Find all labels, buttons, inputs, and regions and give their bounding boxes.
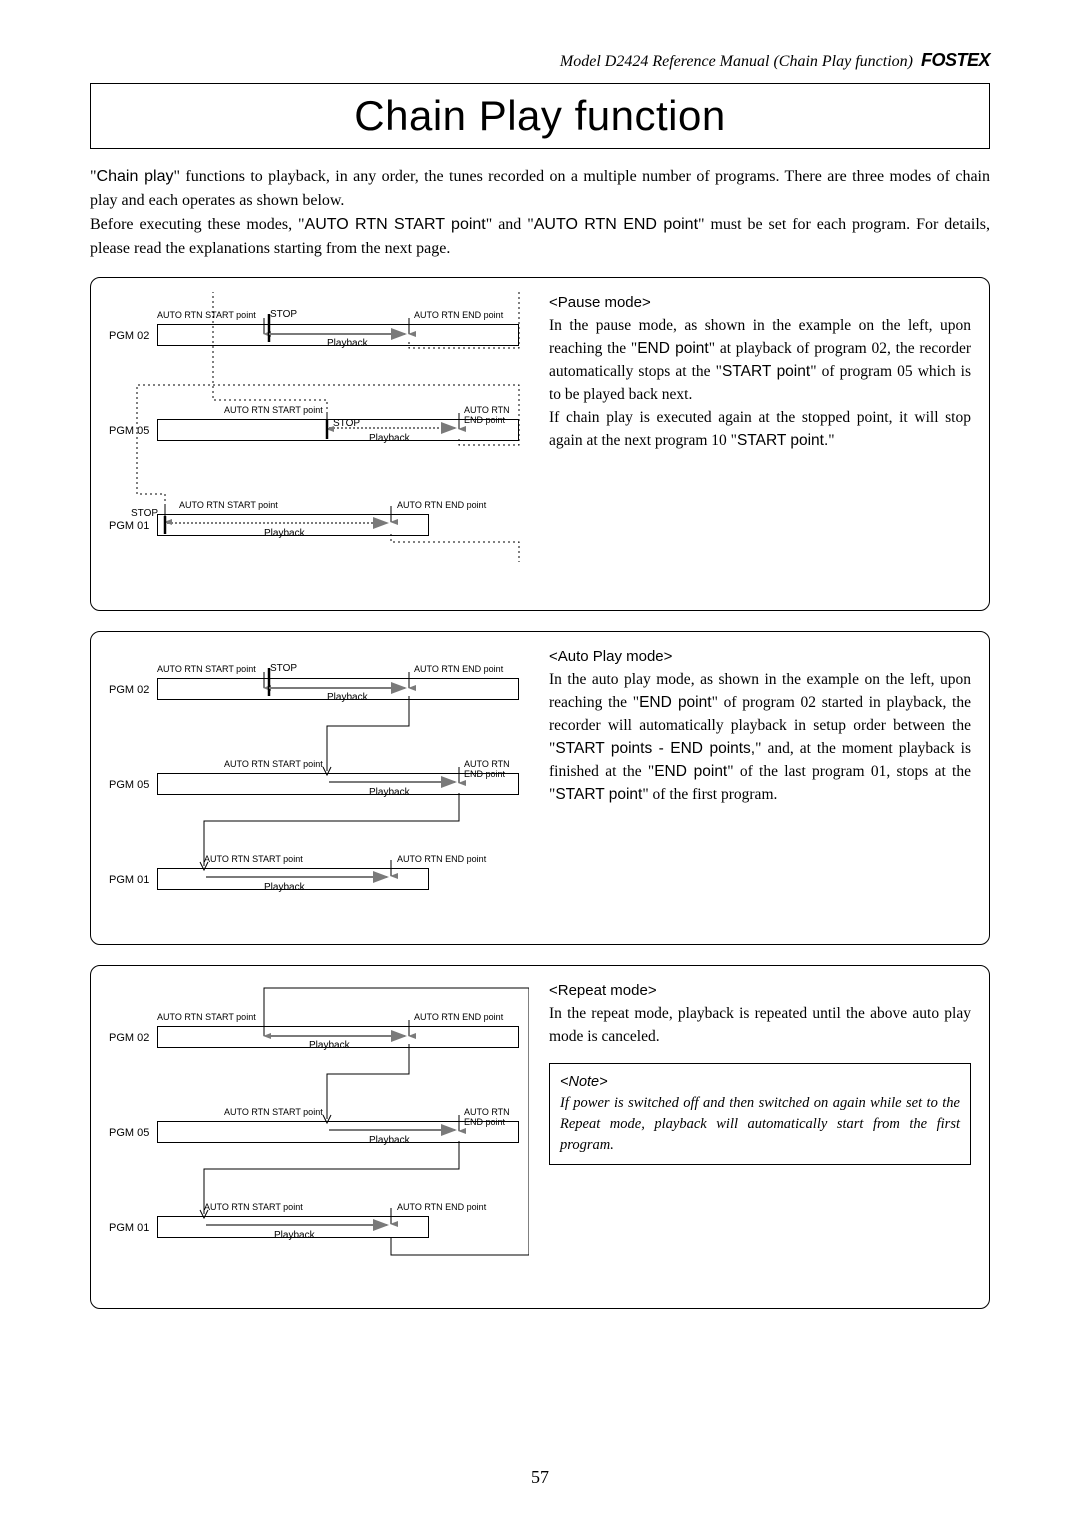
pgm02-label: PGM 02 [109, 330, 149, 342]
start-point-label: AUTO RTN START point [204, 1202, 303, 1212]
pgm02-label: PGM 02 [109, 1032, 149, 1044]
playback-label: Playback [309, 1040, 350, 1051]
pause-text-sans: START point. [737, 432, 828, 449]
start-point-label: AUTO RTN START point [157, 1012, 256, 1022]
playback-label: Playback [274, 1230, 315, 1241]
pause-description: <Pause mode> In the pause mode, as shown… [549, 292, 971, 592]
page-number: 57 [0, 1467, 1080, 1488]
auto-text-sans: START points - END points, [555, 740, 755, 757]
pause-text-sans: END point [637, 340, 709, 357]
intro-text: " functions to playback, in any order, t… [90, 168, 990, 209]
start-point-label: AUTO RTN START point [224, 759, 323, 769]
title-box: Chain Play function [90, 83, 990, 149]
autoplay-diagram: PGM 02 AUTO RTN START point STOP AUTO RT… [109, 646, 529, 926]
end-point-label: AUTO RTN END point [414, 664, 503, 674]
end-point-label: AUTO RTN END point [414, 1012, 503, 1022]
page-title: Chain Play function [91, 92, 989, 140]
playback-label: Playback [264, 528, 305, 539]
pgm02-label: PGM 02 [109, 684, 149, 696]
pgm01-label: PGM 01 [109, 874, 149, 886]
pgm01-label: PGM 01 [109, 1222, 149, 1234]
playback-label: Playback [327, 338, 368, 349]
playback-label: Playback [264, 882, 305, 893]
repeat-mode-name: <Repeat mode> [549, 982, 657, 999]
start-point-label: AUTO RTN START point [224, 405, 323, 415]
note-body: If power is switched off and then switch… [560, 1095, 960, 1153]
intro-text-sans: AUTO RTN END point [534, 216, 698, 233]
auto-text-sans: START point [555, 786, 642, 803]
page-header: Model D2424 Reference Manual (Chain Play… [90, 50, 990, 71]
pause-text: " [828, 432, 834, 449]
playback-label: Playback [327, 692, 368, 703]
end-point-label: AUTO RTN END point [397, 1202, 486, 1212]
repeat-description: <Repeat mode> In the repeat mode, playba… [549, 980, 971, 1290]
pgm05-label: PGM 05 [109, 1127, 149, 1139]
playback-label: Playback [369, 1135, 410, 1146]
end-point-label: AUTO RTN END point [397, 500, 486, 510]
auto-text-sans: END point [654, 763, 727, 780]
pause-mode-box: PGM 02 AUTO RTN START point STOP AUTO RT… [90, 277, 990, 611]
playback-label: Playback [369, 787, 410, 798]
note-box: <Note> If power is switched off and then… [549, 1063, 971, 1165]
end-point-label: AUTO RTN END point [464, 1107, 529, 1127]
intro-text-sans: AUTO RTN START point [305, 216, 486, 233]
playback-label: Playback [369, 433, 410, 444]
start-point-label: AUTO RTN START point [179, 500, 278, 510]
start-point-label: AUTO RTN START point [224, 1107, 323, 1117]
note-heading: <Note> [560, 1074, 608, 1090]
autoplay-description: <Auto Play mode> In the auto play mode, … [549, 646, 971, 926]
auto-text-sans: END point [639, 694, 712, 711]
pgm05-label: PGM 05 [109, 425, 149, 437]
pgm05-label: PGM 05 [109, 779, 149, 791]
stop-label: STOP [270, 309, 297, 320]
pgm01-label: PGM 01 [109, 520, 149, 532]
intro-text: Before executing these modes, " [90, 216, 305, 233]
start-point-label: AUTO RTN START point [204, 854, 303, 864]
intro-paragraph: "Chain play" functions to playback, in a… [90, 165, 990, 261]
repeat-diagram: PGM 02 AUTO RTN START point AUTO RTN END… [109, 980, 529, 1290]
end-point-label: AUTO RTN END point [464, 405, 529, 425]
stop-label: STOP [270, 663, 297, 674]
pause-mode-name: <Pause mode> [549, 294, 651, 311]
pause-diagram: PGM 02 AUTO RTN START point STOP AUTO RT… [109, 292, 529, 592]
stop-label: STOP [333, 418, 360, 429]
autoplay-mode-box: PGM 02 AUTO RTN START point STOP AUTO RT… [90, 631, 990, 945]
repeat-mode-box: PGM 02 AUTO RTN START point AUTO RTN END… [90, 965, 990, 1309]
stop-label: STOP [131, 508, 158, 519]
intro-text: " and " [486, 216, 534, 233]
end-point-label: AUTO RTN END point [464, 759, 529, 779]
repeat-text: In the repeat mode, playback is repeated… [549, 1005, 971, 1045]
end-point-label: AUTO RTN END point [414, 310, 503, 320]
autoplay-mode-name: <Auto Play mode> [549, 648, 672, 665]
start-point-label: AUTO RTN START point [157, 664, 256, 674]
start-point-label: AUTO RTN START point [157, 310, 256, 320]
end-point-label: AUTO RTN END point [397, 854, 486, 864]
intro-text-sans: Chain play [97, 168, 174, 185]
manual-ref: Model D2424 Reference Manual (Chain Play… [560, 53, 913, 71]
pause-text-sans: START point [722, 363, 810, 380]
brand-logo: FOSTEX [921, 50, 990, 71]
auto-text: " of the first program. [642, 786, 777, 803]
